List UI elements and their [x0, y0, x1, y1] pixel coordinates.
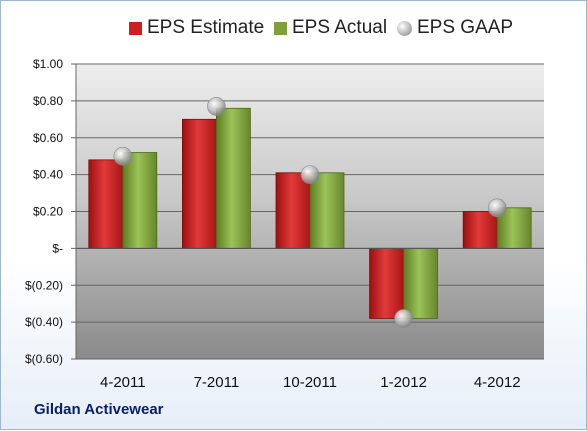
marker-eps-gaap	[207, 97, 226, 116]
bar-eps-actual	[122, 152, 158, 249]
company-name: Gildan Activewear	[34, 401, 164, 418]
y-tick-label: $(0.60)	[25, 352, 63, 366]
y-tick-label: $1.00	[33, 57, 63, 71]
legend-item-eps-actual: EPS Actual	[274, 13, 387, 43]
bar-eps-actual	[309, 172, 345, 249]
y-tick-label: $0.40	[33, 168, 63, 182]
y-tick-label: $0.80	[33, 94, 63, 108]
legend-swatch-eps-estimate	[129, 21, 142, 35]
bar-eps-estimate	[369, 247, 405, 319]
legend-swatch-eps-gaap	[397, 20, 412, 36]
x-tick-label: 4-2012	[474, 374, 521, 391]
bar-eps-actual	[403, 247, 439, 319]
marker-eps-gaap	[394, 309, 413, 328]
y-tick-label: $-	[52, 241, 63, 255]
bar-eps-estimate	[181, 118, 217, 249]
y-tick-label: $0.60	[33, 131, 63, 145]
legend-label-eps-actual: EPS Actual	[292, 17, 388, 38]
bar-eps-estimate	[88, 159, 124, 249]
y-tick-label: $0.20	[33, 205, 63, 219]
marker-eps-gaap	[300, 165, 320, 184]
x-tick-label: 4-2011	[100, 374, 146, 391]
x-tick-label: 7-2011	[194, 374, 240, 391]
bar-eps-estimate	[462, 211, 498, 249]
marker-eps-gaap	[487, 198, 507, 218]
legend-item-eps-estimate: EPS Estimate	[129, 13, 264, 43]
legend-label-eps-gaap: EPS GAAP	[417, 17, 514, 38]
marker-eps-gaap	[113, 146, 133, 166]
bar-eps-actual	[215, 107, 251, 249]
x-tick-label: 1-2012	[380, 374, 427, 391]
legend: EPS Estimate EPS Actual EPS GAAP	[1, 13, 587, 43]
legend-item-eps-gaap: EPS GAAP	[397, 13, 513, 43]
bar-eps-estimate	[275, 172, 311, 249]
legend-swatch-eps-actual	[274, 21, 287, 35]
y-tick-label: $(0.20)	[25, 278, 63, 292]
y-tick-label: $(0.40)	[25, 315, 63, 329]
x-tick-label: 10-2011	[283, 374, 337, 391]
legend-label-eps-estimate: EPS Estimate	[147, 17, 265, 38]
